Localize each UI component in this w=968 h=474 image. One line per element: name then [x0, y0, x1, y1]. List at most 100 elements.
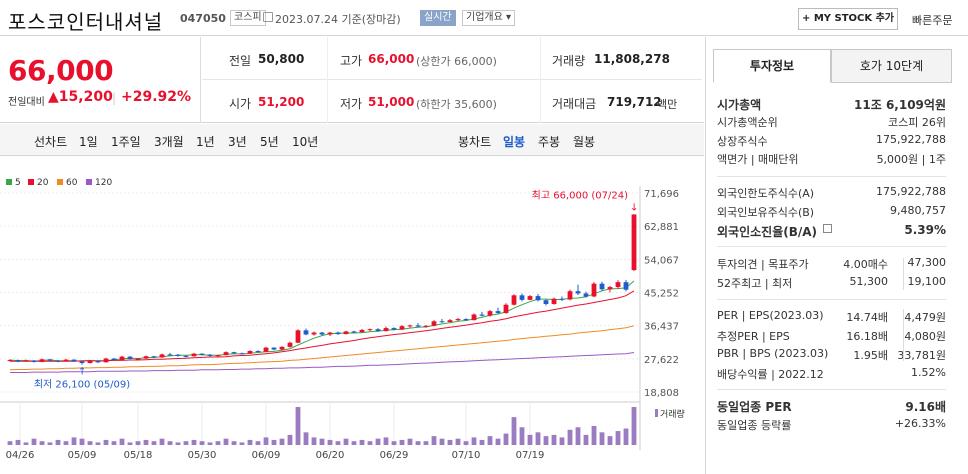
tf-1d[interactable]: 1일 [79, 135, 98, 149]
divider [717, 389, 946, 390]
volume-bar [519, 427, 525, 445]
candle [551, 298, 557, 304]
low-arrow-icon: ↑ [78, 367, 86, 378]
y-tick-label: 62,881 [644, 222, 679, 233]
info-value: 9,480,757 [890, 204, 946, 217]
target-price: 47,300 [907, 256, 947, 269]
volume-bar [159, 438, 165, 445]
info-value: 175,922,788 [876, 133, 946, 146]
valuation-label: PBR | BPS (2023.03) [717, 347, 829, 360]
volume-bar [543, 436, 549, 445]
week52-low: 19,100 [907, 275, 947, 288]
tf-monthly[interactable]: 월봉 [573, 135, 596, 149]
line-chart-label: 선차트 [34, 135, 68, 149]
tf-1y[interactable]: 1년 [196, 135, 215, 149]
price-change: ▲15,200 [48, 89, 113, 105]
volume-bar [415, 441, 421, 445]
candle [63, 359, 69, 362]
realtime-button[interactable]: 실시간 [420, 10, 456, 26]
tf-1w[interactable]: 1주일 [111, 135, 141, 149]
price-summary [0, 37, 704, 123]
candle [583, 293, 589, 297]
candle [559, 298, 565, 300]
candle [375, 329, 381, 332]
upper-limit: (상한가 66,000) [416, 55, 497, 68]
industry-rate-label[interactable]: 동일업종 등락률 [717, 419, 792, 432]
tf-5y[interactable]: 5년 [260, 135, 279, 149]
candle [31, 360, 37, 362]
y-tick-label: 27,622 [644, 355, 679, 366]
info-label: 외국인소진율(B/A) [717, 225, 818, 239]
volume-bar [127, 442, 133, 445]
info-label: 외국인한도주식수(A) [717, 187, 815, 200]
company-overview-dropdown[interactable]: 기업개요 ▾ [462, 10, 515, 26]
candle [207, 354, 213, 356]
volume-bar [551, 434, 557, 445]
tf-3y[interactable]: 3년 [228, 135, 247, 149]
candle [623, 282, 629, 290]
my-stock-add-button[interactable]: + MY STOCK 추가 [798, 8, 898, 30]
tf-daily[interactable]: 일봉 [503, 135, 526, 149]
candle [423, 325, 429, 327]
info-label: 상장주식수 [717, 135, 768, 148]
candle [391, 328, 397, 330]
candle [95, 360, 101, 363]
info-label: 액면가 | 매매단위 [717, 153, 799, 166]
volume-bar [559, 437, 565, 445]
volume-bar [607, 436, 613, 445]
candle [103, 358, 109, 363]
price-change-pct: +29.92% [121, 89, 192, 105]
help-icon[interactable] [823, 224, 832, 233]
candle [351, 331, 357, 333]
info-label: 외국인보유주식수(B) [717, 206, 815, 219]
volume-bar [215, 441, 221, 445]
candle [87, 360, 93, 364]
info-value: 11조 6,109억원 [854, 98, 946, 112]
volume-bar [239, 442, 245, 445]
candle [463, 319, 469, 321]
volume-bar [471, 437, 477, 445]
tf-3m[interactable]: 3개월 [154, 135, 184, 149]
legend-swatch [86, 179, 92, 185]
candle [367, 329, 373, 331]
candle [111, 358, 117, 361]
candle [527, 296, 533, 300]
divider [717, 176, 946, 177]
opinion-label: 투자의견 | 목표주가 [717, 258, 809, 271]
volume-bar [263, 437, 269, 445]
volume-bar [231, 441, 237, 445]
up-arrow-icon: ▲ [48, 89, 59, 105]
volume-bar [143, 439, 149, 445]
info-value: 5.39% [904, 223, 946, 237]
candle [303, 330, 309, 335]
valuation-label: 추정PER | EPS [717, 330, 790, 343]
volume-bar [439, 438, 445, 445]
candle [71, 359, 77, 362]
candle [199, 353, 205, 355]
low-label: 저가 [340, 97, 363, 111]
volume-bar [511, 417, 517, 445]
tf-weekly[interactable]: 주봉 [538, 135, 561, 149]
quick-order-link[interactable]: 빠른주문 [912, 14, 953, 27]
volume-bar [119, 438, 125, 445]
candle [455, 319, 461, 321]
divider [717, 246, 946, 247]
volume-bar [599, 432, 605, 445]
candle [479, 314, 485, 316]
volume-bar [79, 438, 85, 445]
moving-average-5 [9, 280, 635, 362]
moving-average-120 [10, 352, 635, 373]
y-tick-label: 45,252 [644, 289, 679, 300]
price-chart[interactable]: 5 20 60 120 71,696 62,881 54,067 45,252 36,437 27… [0, 160, 704, 474]
tab-orderbook[interactable]: 호가 10단계 [831, 49, 952, 83]
high-label: 고가 [340, 54, 363, 68]
tab-investment-info[interactable]: 투자정보 [713, 49, 831, 83]
candle [447, 320, 453, 323]
candle [431, 321, 437, 326]
candle [215, 355, 221, 357]
y-tick-label: 54,067 [644, 255, 679, 266]
industry-per-label[interactable]: 동일업종 PER [717, 400, 792, 414]
compare-label: 전일대비 [8, 97, 45, 108]
volume-bar [103, 439, 109, 445]
tf-10y[interactable]: 10년 [292, 135, 319, 149]
